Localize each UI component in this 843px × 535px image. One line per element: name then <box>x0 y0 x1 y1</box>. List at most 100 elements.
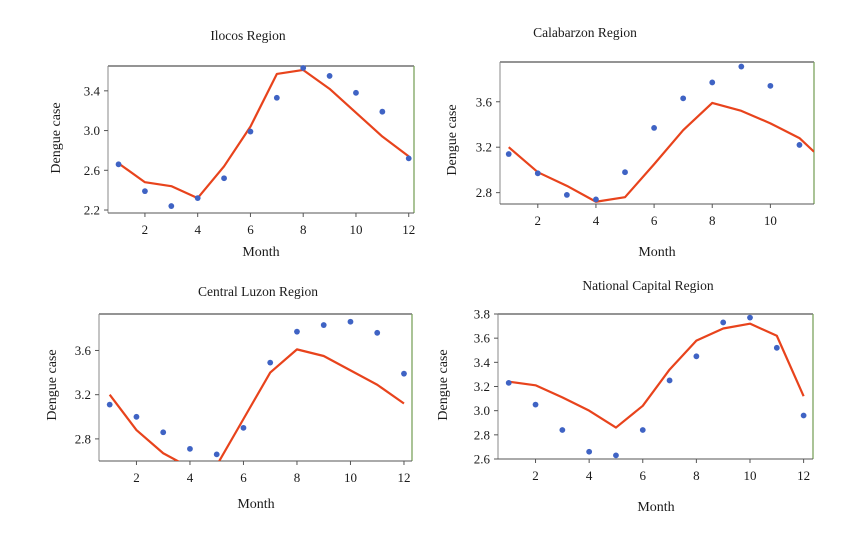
x-tick-label: 6 <box>247 222 254 237</box>
y-axis-label: Dengue case <box>49 102 64 173</box>
x-tick-label: 2 <box>142 222 149 237</box>
observed-point <box>773 344 780 351</box>
y-tick-label: 2.6 <box>474 452 491 467</box>
observed-point <box>379 108 386 115</box>
panel-ilocos: Ilocos Region Dengue case Month 2 4 6 8 10 12… <box>49 28 415 260</box>
y-tick-label: 2.2 <box>84 203 100 218</box>
y-tick-label: 3.6 <box>474 331 491 346</box>
x-tick-label: 4 <box>194 222 201 237</box>
observed-point <box>168 203 175 209</box>
observed-point <box>666 377 673 384</box>
panel-national-capital: National Capital Region Dengue case Mont… <box>436 278 814 515</box>
plot-area: 2 4 6 8 10 12 2.2 2.6 3.0 3.4 <box>84 65 415 237</box>
observed-point <box>247 128 254 135</box>
observed-point <box>326 73 333 79</box>
observed-point <box>320 322 327 328</box>
observed-point <box>800 412 807 419</box>
observed-point <box>273 94 280 101</box>
y-tick-label: 3.2 <box>75 387 91 402</box>
x-tick-label: 10 <box>744 468 757 483</box>
observed-point <box>505 151 512 157</box>
x-tick-label: 12 <box>402 222 415 237</box>
x-tick-label: 8 <box>709 213 716 228</box>
x-axis-label: Month <box>242 245 279 260</box>
observed-point <box>796 142 803 148</box>
y-tick-label: 3.8 <box>474 307 490 322</box>
x-tick-label: 10 <box>764 213 777 228</box>
chart-title: Ilocos Region <box>210 28 286 43</box>
panel-calabarzon: Calabarzon Region Dengue case Month 2 4 6 8… <box>445 25 815 260</box>
x-tick-label: 8 <box>294 470 301 485</box>
observed-point <box>221 175 227 182</box>
observed-point <box>115 161 122 168</box>
plot-area: 2 4 6 8 10 12 2.8 3.2 3.6 <box>75 313 413 485</box>
y-tick-label: 3.6 <box>476 94 493 109</box>
chart-title: National Capital Region <box>582 278 713 293</box>
observed-point <box>142 188 148 195</box>
chart-title: Calabarzon Region <box>533 25 637 40</box>
observed-point <box>505 379 512 386</box>
x-tick-label: 8 <box>300 222 307 237</box>
y-axis-label: Dengue case <box>445 104 460 175</box>
y-axis-label: Dengue case <box>436 349 451 420</box>
observed-point <box>613 452 619 459</box>
x-tick-label: 4 <box>593 213 600 228</box>
x-axis-label: Month <box>638 245 675 260</box>
x-axis-label: Month <box>237 497 274 512</box>
x-tick-label: 8 <box>693 468 700 483</box>
fitted-series-line <box>508 101 814 203</box>
observed-point <box>586 448 593 455</box>
fitted-series-line <box>108 348 405 461</box>
y-tick-label: 2.6 <box>84 163 101 178</box>
observed-point <box>651 124 657 131</box>
observed-point <box>639 427 646 433</box>
observed-point <box>747 314 753 321</box>
x-tick-label: 2 <box>532 468 539 483</box>
x-tick-label: 4 <box>187 470 194 485</box>
chart-title: Central Luzon Region <box>198 284 318 299</box>
y-tick-label: 3.6 <box>75 343 92 358</box>
observed-point <box>622 169 628 176</box>
y-axis-label: Dengue case <box>45 349 60 420</box>
observed-point <box>187 445 193 452</box>
x-tick-label: 6 <box>240 470 247 485</box>
y-tick-label: 3.4 <box>474 355 491 370</box>
observed-point <box>347 318 354 325</box>
observed-point <box>532 401 539 408</box>
x-tick-label: 6 <box>640 468 647 483</box>
observed-point <box>720 319 727 326</box>
x-tick-label: 6 <box>651 213 658 228</box>
observed-point <box>680 95 687 102</box>
y-tick-label: 3.4 <box>84 83 101 98</box>
y-tick-label: 2.8 <box>476 185 492 200</box>
observed-point <box>563 192 570 198</box>
y-tick-label: 3.2 <box>476 140 492 155</box>
observed-point <box>106 401 113 408</box>
observed-point <box>267 359 274 366</box>
observed-point <box>709 79 716 86</box>
y-tick-label: 2.8 <box>75 431 91 446</box>
x-tick-label: 12 <box>797 468 810 483</box>
y-tick-label: 3.0 <box>474 403 490 418</box>
x-tick-label: 2 <box>133 470 140 485</box>
x-tick-label: 10 <box>344 470 357 485</box>
y-tick-label: 3.2 <box>474 379 490 394</box>
observed-point <box>559 427 566 433</box>
x-axis-label: Month <box>637 500 674 515</box>
observed-point <box>405 155 412 162</box>
observed-point <box>401 370 407 377</box>
fitted-series-line <box>508 322 805 429</box>
observed-point <box>194 195 201 202</box>
observed-point <box>534 170 541 177</box>
x-tick-label: 12 <box>397 470 410 485</box>
observed-point <box>240 424 247 431</box>
panel-central-luzon: Central Luzon Region Dengue case Month 2… <box>45 284 413 512</box>
plot-area: 2 4 6 8 10 2.8 3.2 3.6 <box>476 61 815 228</box>
x-tick-label: 10 <box>349 222 362 237</box>
observed-point <box>738 63 745 70</box>
x-tick-label: 4 <box>586 468 593 483</box>
observed-point <box>593 196 599 203</box>
observed-point <box>294 328 300 335</box>
y-tick-label: 2.8 <box>474 427 490 442</box>
